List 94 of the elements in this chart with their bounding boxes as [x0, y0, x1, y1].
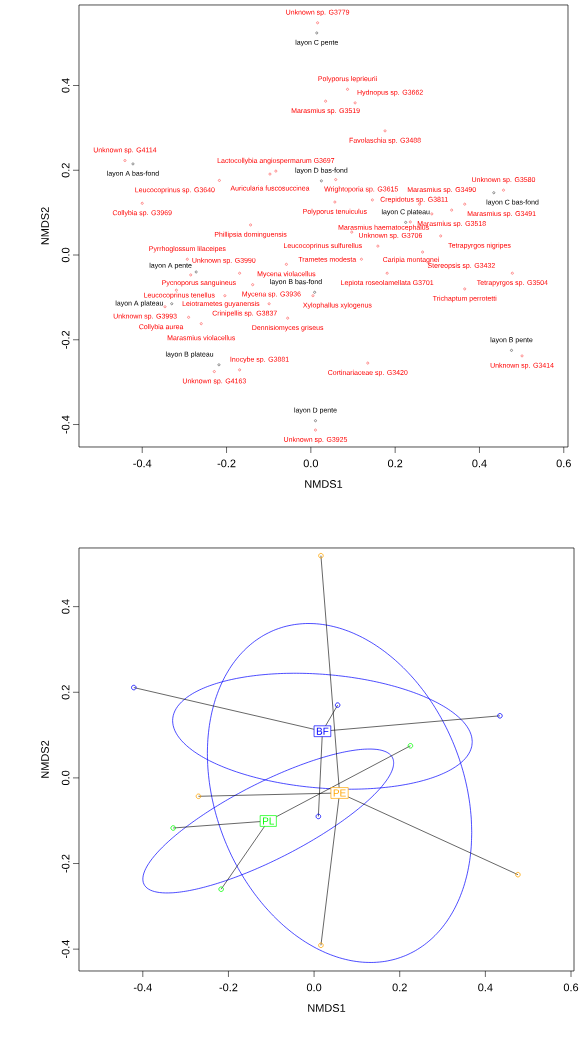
- point: [238, 271, 241, 275]
- x-tick-label: 0.0: [303, 459, 319, 468]
- point: [346, 88, 349, 91]
- point: [511, 271, 514, 275]
- point: [463, 202, 467, 206]
- text: PE: [333, 789, 346, 797]
- point: [238, 368, 241, 372]
- x-tick-label: 0.4: [472, 459, 487, 468]
- point: [189, 273, 193, 277]
- point: [383, 129, 387, 133]
- point: [314, 419, 317, 423]
- x-tick-label: 0.2: [387, 459, 403, 468]
- point: [223, 294, 227, 297]
- x-tick-label: 0.6: [563, 983, 579, 992]
- point: [520, 354, 524, 358]
- y-tick-label: 0.4: [61, 599, 70, 614]
- point: [450, 208, 453, 212]
- x-tick-label: 0.2: [392, 983, 407, 992]
- point: [170, 302, 174, 306]
- point: [218, 179, 221, 182]
- point: [407, 743, 414, 749]
- point: [218, 886, 224, 892]
- point: [140, 202, 144, 205]
- point: [217, 363, 221, 367]
- point: [371, 198, 374, 202]
- y-tick-label: 0.4: [61, 78, 70, 93]
- x-tick-label: -0.4: [133, 983, 152, 992]
- point: [249, 223, 252, 227]
- point: [199, 322, 203, 325]
- point: [175, 288, 178, 292]
- point: [318, 942, 324, 948]
- point: [274, 169, 278, 173]
- point: [170, 825, 176, 831]
- text: BF: [316, 727, 329, 735]
- x-tick-label: -0.4: [133, 459, 152, 468]
- y-tick-label: 0.2: [61, 163, 70, 178]
- point: [131, 162, 135, 166]
- point: [194, 270, 198, 274]
- point: [515, 871, 521, 878]
- point: [376, 244, 380, 248]
- point: [131, 684, 137, 691]
- point: [333, 200, 337, 204]
- point: [430, 212, 434, 216]
- point: [267, 302, 271, 306]
- y-tick-label: -0.4: [61, 415, 70, 434]
- y-tick-label: 0.2: [61, 685, 70, 700]
- point: [463, 287, 467, 291]
- point: [285, 263, 288, 266]
- point: [187, 316, 190, 319]
- y-tick-label: 0.0: [61, 770, 70, 786]
- point: [334, 178, 338, 181]
- point: [316, 21, 319, 25]
- point: [350, 230, 354, 234]
- point: [334, 702, 341, 708]
- point: [385, 271, 389, 275]
- x-tick-label: -0.2: [219, 983, 238, 992]
- point: [318, 552, 324, 559]
- x-axis-title: NMDS1: [305, 480, 343, 488]
- point: [315, 31, 319, 35]
- y-axis-title: NMDS2: [41, 207, 49, 245]
- x-axis-title: NMDS1: [308, 1004, 346, 1012]
- point: [421, 250, 424, 254]
- point: [320, 179, 323, 183]
- point: [286, 316, 289, 320]
- x-tick-label: 0.0: [306, 983, 322, 992]
- x-tick-label: 0.6: [556, 459, 571, 468]
- point: [360, 257, 363, 261]
- point: [439, 234, 442, 238]
- point: [353, 101, 357, 105]
- point: [213, 370, 216, 373]
- point: [186, 257, 189, 261]
- point: [366, 361, 370, 365]
- text: PL: [262, 817, 275, 825]
- x-tick-label: 0.4: [478, 983, 493, 992]
- point: [251, 283, 254, 286]
- point: [195, 793, 202, 800]
- point: [268, 172, 272, 176]
- point: [502, 188, 505, 192]
- point: [497, 713, 503, 719]
- point: [163, 305, 167, 309]
- point: [315, 813, 322, 820]
- point: [510, 349, 513, 352]
- point: [492, 191, 496, 195]
- y-axis-title: NMDS2: [41, 740, 49, 778]
- y-tick-label: 0.0: [61, 247, 70, 263]
- y-tick-label: -0.2: [61, 330, 70, 349]
- point: [123, 159, 127, 162]
- point: [409, 220, 412, 224]
- y-tick-label: -0.4: [61, 940, 70, 959]
- x-tick-label: -0.2: [217, 459, 236, 468]
- point: [314, 428, 317, 432]
- point: [324, 99, 327, 103]
- y-tick-label: -0.2: [61, 854, 70, 873]
- point: [404, 221, 407, 224]
